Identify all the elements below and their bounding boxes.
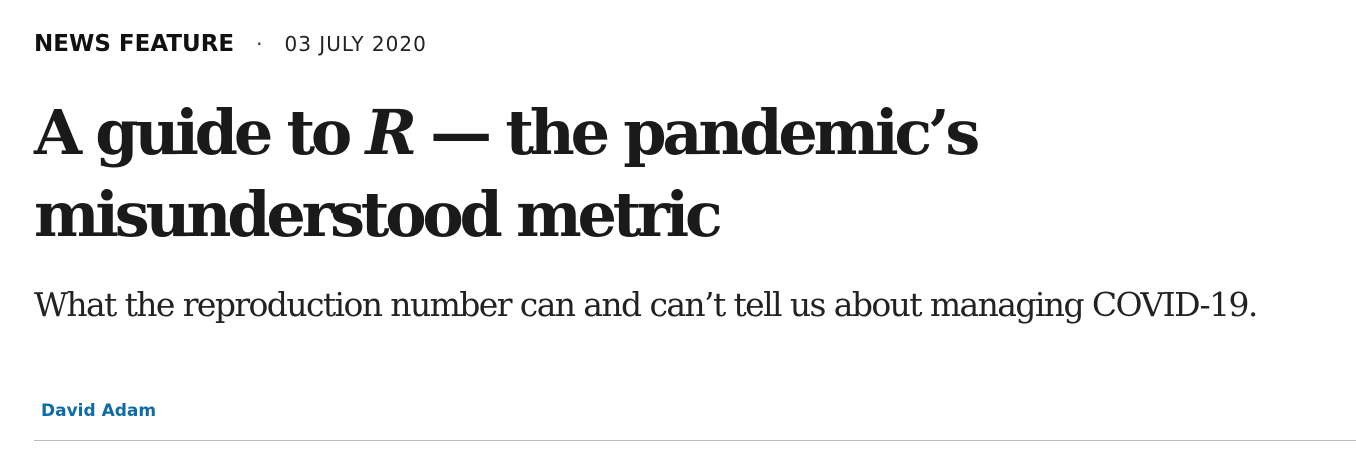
headline-part-2: — the pandemic’s <box>412 96 980 169</box>
article-meta: NEWS FEATURE · 03 JULY 2020 <box>34 31 427 57</box>
article-type-label: NEWS FEATURE <box>34 31 235 57</box>
header-divider <box>34 440 1356 441</box>
headline-part-1: A guide to <box>34 96 366 169</box>
article-header: NEWS FEATURE · 03 JULY 2020 A guide to R… <box>34 0 1356 476</box>
headline-line-2: misunderstood metric <box>34 178 723 251</box>
article-headline: A guide to R — the pandemic’s misundersto… <box>34 92 980 256</box>
meta-separator: · <box>256 32 263 56</box>
headline-r-italic: R <box>365 96 417 169</box>
author-link[interactable]: David Adam <box>41 401 157 421</box>
publication-date: 03 JULY 2020 <box>284 32 427 56</box>
article-standfirst: What the reproduction number can and can… <box>34 285 1258 324</box>
